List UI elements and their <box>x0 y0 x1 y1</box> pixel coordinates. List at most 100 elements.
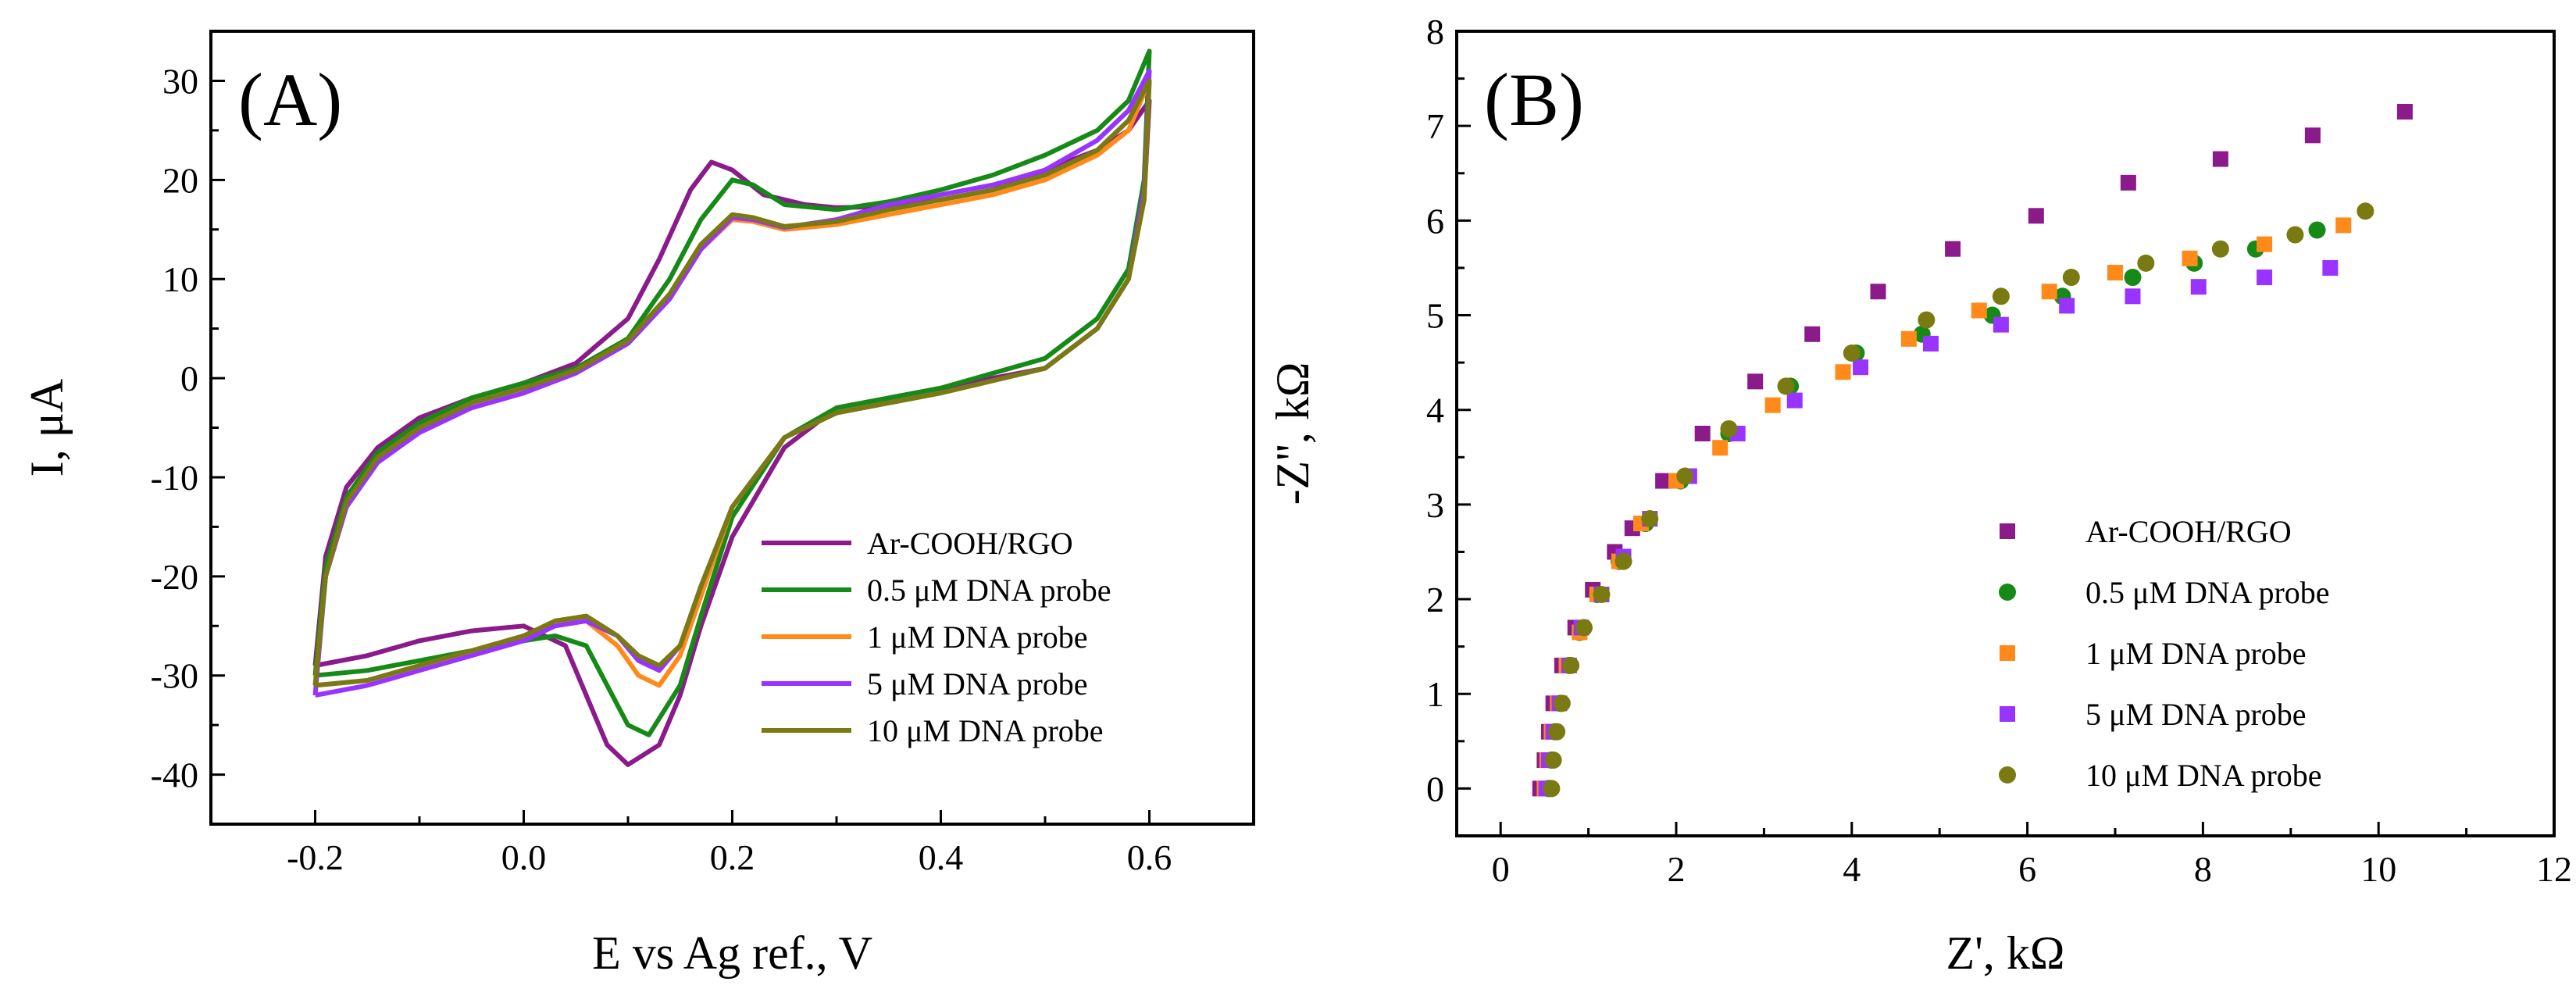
panela-y-tick-label: -20 <box>151 557 198 597</box>
eis-point-2 <box>1900 330 1917 347</box>
eis-point-0 <box>2212 151 2228 167</box>
eis-point-4 <box>1992 287 2010 305</box>
panelb-x-tick-label: 4 <box>1843 849 1861 889</box>
eis-point-0 <box>1870 284 1886 300</box>
eis-point-0 <box>1694 426 1711 441</box>
eis-point-4 <box>1641 510 1659 528</box>
panelb-x-tick-label: 8 <box>2194 849 2212 889</box>
eis-point-4 <box>1562 656 1580 674</box>
panela-x-tick-label: 0.2 <box>710 837 755 877</box>
panelb-x-tick-label: 10 <box>2360 849 2396 889</box>
legend-label-2: 1 μM DNA probe <box>2085 636 2307 671</box>
eis-point-4 <box>1553 694 1571 712</box>
eis-point-1 <box>2308 221 2326 239</box>
panela-y-tick-label: -30 <box>151 656 198 696</box>
panel-a-x-axis-title: E vs Ag ref., V <box>592 927 872 979</box>
legend-label-4: 10 μM DNA probe <box>2085 758 2322 793</box>
eis-point-2 <box>2182 250 2198 266</box>
panelb-y-tick-label: 2 <box>1426 580 1444 619</box>
eis-point-3 <box>2125 288 2141 305</box>
eis-point-0 <box>2304 127 2321 144</box>
panel-b-label: (B) <box>1484 58 1584 141</box>
panel-a-ticks: -0.2 0.0 0.2 0.4 0.6 30 20 10 0 -10 -20 -30 -40 <box>151 30 1255 877</box>
legend-label-1: 0.5 μM DNA probe <box>867 573 1111 608</box>
eis-point-3 <box>2257 270 2273 286</box>
panelb-x-tick-label: 12 <box>2536 849 2572 889</box>
legend-label-1: 0.5 μM DNA probe <box>2085 575 2330 610</box>
panela-x-tick-label: 0.4 <box>919 837 964 877</box>
eis-point-3 <box>2190 279 2207 295</box>
panel-b-frame <box>1455 30 2556 837</box>
panela-y-tick-label: -10 <box>151 458 198 498</box>
eis-point-4 <box>1575 619 1593 637</box>
panelb-y-tick-label: 5 <box>1426 296 1444 336</box>
panel-b-legend: Ar-COOH/RGO 0.5 μM DNA probe 1 μM DNA prob… <box>1999 514 2330 793</box>
panelb-y-tick-label: 8 <box>1426 12 1444 52</box>
eis-point-0 <box>1655 473 1672 489</box>
panel-a-label: (A) <box>238 58 342 141</box>
panela-y-tick-label: -40 <box>151 755 198 795</box>
legend-swatch-3 <box>2000 706 2015 722</box>
eis-point-4 <box>1544 751 1562 769</box>
panelb-x-tick-label: 6 <box>2018 849 2036 889</box>
panelb-y-tick-label: 4 <box>1426 391 1444 430</box>
panel-b-series-group <box>1532 104 2413 798</box>
legend-label-3: 5 μM DNA probe <box>867 666 1088 701</box>
eis-point-0 <box>2396 104 2413 120</box>
panelb-y-tick-label: 7 <box>1426 106 1444 146</box>
panela-x-tick-label: -0.2 <box>287 837 344 877</box>
eis-point-2 <box>1764 397 1781 413</box>
legend-label-3: 5 μM DNA probe <box>2085 697 2307 732</box>
legend-swatch-2 <box>2000 645 2015 661</box>
panelb-y-tick-label: 3 <box>1426 485 1444 525</box>
panela-y-tick-label: 0 <box>180 359 198 398</box>
panel-a-series-group <box>312 48 1152 767</box>
eis-point-3 <box>1993 316 2009 333</box>
eis-point-4 <box>1543 780 1561 798</box>
legend-label-4: 10 μM DNA probe <box>867 713 1104 748</box>
eis-point-0 <box>1945 241 1961 257</box>
panela-x-tick-label: 0.6 <box>1127 837 1172 877</box>
eis-point-4 <box>1548 723 1566 741</box>
eis-point-2 <box>2335 217 2352 234</box>
eis-point-4 <box>1676 467 1694 485</box>
eis-point-3 <box>2059 298 2075 314</box>
eis-point-4 <box>2357 202 2374 220</box>
panela-x-tick-label: 0.0 <box>501 837 547 877</box>
panelb-x-tick-label: 2 <box>1668 849 1686 889</box>
eis-point-2 <box>2041 284 2057 300</box>
eis-point-4 <box>2286 226 2304 244</box>
panelb-y-tick-label: 0 <box>1426 769 1444 809</box>
panel-b-y-axis-title: -Z'', kΩ <box>1267 362 1318 505</box>
panela-y-tick-label: 10 <box>162 259 198 299</box>
eis-point-2 <box>1971 302 1987 319</box>
eis-point-4 <box>1918 311 1936 329</box>
eis-point-2 <box>2107 265 2123 280</box>
panela-y-tick-label: 30 <box>162 61 198 101</box>
eis-point-3 <box>1922 335 1939 352</box>
panel-b-x-axis-title: Z', kΩ <box>1946 927 2064 979</box>
eis-point-4 <box>2137 254 2155 272</box>
eis-point-0 <box>1747 373 1764 390</box>
eis-point-3 <box>1786 392 1803 409</box>
panela-y-tick-label: 20 <box>162 160 198 200</box>
legend-swatch-0 <box>2000 523 2015 539</box>
legend-label-2: 1 μM DNA probe <box>867 619 1088 655</box>
eis-point-4 <box>1614 552 1632 570</box>
eis-point-2 <box>1712 440 1729 456</box>
panelb-x-tick-label: 0 <box>1492 849 1510 889</box>
eis-point-4 <box>1593 586 1611 603</box>
panel-a-legend: Ar-COOH/RGO 0.5 μM DNA probe 1 μM DNA prob… <box>762 526 1111 748</box>
eis-point-4 <box>2062 269 2080 287</box>
eis-point-2 <box>1835 364 1851 380</box>
eis-point-2 <box>2257 236 2273 252</box>
eis-point-4 <box>1843 344 1861 362</box>
eis-point-3 <box>1853 359 1869 376</box>
panel-a-y-axis-title: I, μA <box>21 379 73 477</box>
cv-curve-4 <box>312 78 1152 688</box>
eis-point-3 <box>2322 259 2339 276</box>
eis-point-4 <box>2211 240 2229 258</box>
